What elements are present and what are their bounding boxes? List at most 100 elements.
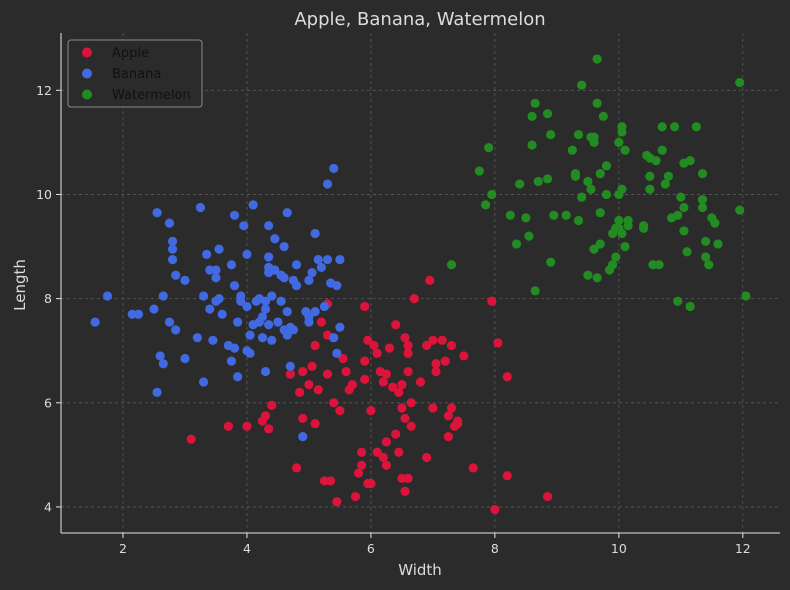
data-point-watermelon: [617, 127, 627, 137]
data-point-watermelon: [530, 286, 540, 296]
data-point-apple: [341, 366, 351, 377]
data-point-apple: [446, 403, 457, 413]
data-point-watermelon: [663, 171, 674, 181]
data-point-watermelon: [595, 208, 605, 218]
data-point-watermelon: [546, 257, 556, 267]
y-tick-label: 12: [36, 83, 52, 98]
data-point-watermelon: [598, 111, 608, 121]
data-point-banana: [245, 330, 255, 340]
data-point-apple: [388, 382, 398, 392]
data-point-banana: [276, 296, 286, 306]
data-point-apple: [403, 366, 413, 377]
y-tick-label: 8: [44, 291, 52, 306]
data-point-apple: [298, 366, 308, 377]
series-watermelon: [446, 54, 751, 312]
data-point-watermelon: [480, 200, 491, 210]
data-point-apple: [378, 377, 388, 387]
data-point-banana: [205, 304, 215, 314]
data-point-banana: [332, 281, 342, 291]
data-point-banana: [282, 330, 292, 340]
data-point-watermelon: [487, 189, 497, 200]
data-point-banana: [267, 335, 277, 345]
data-point-apple: [304, 379, 314, 390]
data-point-banana: [239, 221, 249, 231]
data-point-banana: [226, 356, 237, 366]
data-point-apple: [350, 491, 361, 502]
data-point-watermelon: [617, 228, 627, 239]
data-point-watermelon: [583, 176, 593, 187]
data-point-banana: [214, 294, 224, 304]
data-point-banana: [229, 343, 240, 353]
legend-marker-apple: [82, 47, 92, 58]
data-point-watermelon: [592, 54, 602, 64]
legend-label-apple: Apple: [112, 46, 149, 61]
data-point-apple: [285, 369, 295, 379]
data-point-watermelon: [679, 202, 689, 213]
data-point-banana: [282, 208, 292, 218]
data-point-banana: [171, 270, 181, 280]
data-point-watermelon: [679, 226, 689, 236]
data-point-apple: [397, 403, 407, 413]
data-point-apple: [428, 403, 438, 413]
data-point-banana: [226, 260, 237, 270]
data-point-banana: [233, 372, 243, 382]
data-point-apple: [400, 486, 410, 496]
data-point-banana: [267, 291, 277, 301]
data-point-banana: [264, 320, 274, 330]
data-point-banana: [257, 312, 268, 322]
axis-ticks: 2 4 6 8 10 12 4 6 8 10 12: [36, 83, 751, 556]
data-point-watermelon: [446, 260, 457, 270]
data-point-banana: [279, 273, 289, 283]
data-point-watermelon: [527, 111, 537, 121]
data-point-apple: [260, 411, 271, 421]
data-point-watermelon: [620, 241, 630, 252]
data-point-apple: [353, 468, 364, 478]
data-point-banana: [273, 317, 283, 327]
data-point-apple: [403, 340, 413, 351]
data-point-watermelon: [670, 122, 680, 132]
data-point-watermelon: [673, 210, 683, 220]
data-point-watermelon: [527, 140, 537, 150]
data-point-watermelon: [735, 77, 745, 88]
data-point-watermelon: [484, 142, 494, 153]
data-point-banana: [236, 291, 246, 301]
data-point-watermelon: [546, 129, 556, 140]
data-point-banana: [158, 291, 168, 301]
chart-title: Apple, Banana, Watermelon: [294, 9, 545, 30]
data-point-watermelon: [573, 129, 584, 140]
data-point-watermelon: [592, 98, 602, 108]
data-point-apple: [542, 491, 553, 502]
data-point-banana: [164, 317, 175, 327]
data-point-apple: [372, 447, 382, 457]
data-point-banana: [310, 228, 320, 239]
data-point-banana: [152, 387, 162, 397]
data-point-watermelon: [570, 169, 581, 179]
grid: [61, 33, 780, 533]
data-point-apple: [384, 343, 395, 353]
data-point-banana: [211, 273, 221, 283]
data-point-apple: [391, 429, 401, 439]
data-point-watermelon: [617, 184, 627, 194]
data-point-apple: [242, 421, 252, 431]
data-point-apple: [372, 348, 382, 358]
data-point-apple: [459, 351, 469, 361]
legend-marker-watermelon: [82, 89, 92, 100]
data-point-watermelon: [589, 244, 599, 254]
data-point-banana: [180, 353, 190, 364]
data-point-apple: [298, 413, 308, 424]
data-point-apple: [338, 353, 348, 364]
data-point-banana: [260, 296, 271, 306]
data-point-banana: [316, 262, 326, 272]
data-point-watermelon: [577, 80, 587, 90]
data-point-banana: [155, 351, 165, 361]
data-point-watermelon: [567, 145, 577, 155]
data-point-apple: [493, 338, 503, 348]
data-point-apple: [363, 335, 373, 345]
data-point-apple: [291, 463, 302, 473]
data-point-banana: [242, 301, 252, 312]
data-point-watermelon: [660, 179, 670, 189]
x-tick-label: 6: [367, 541, 375, 556]
data-point-watermelon: [608, 260, 618, 270]
data-point-watermelon: [549, 210, 559, 220]
